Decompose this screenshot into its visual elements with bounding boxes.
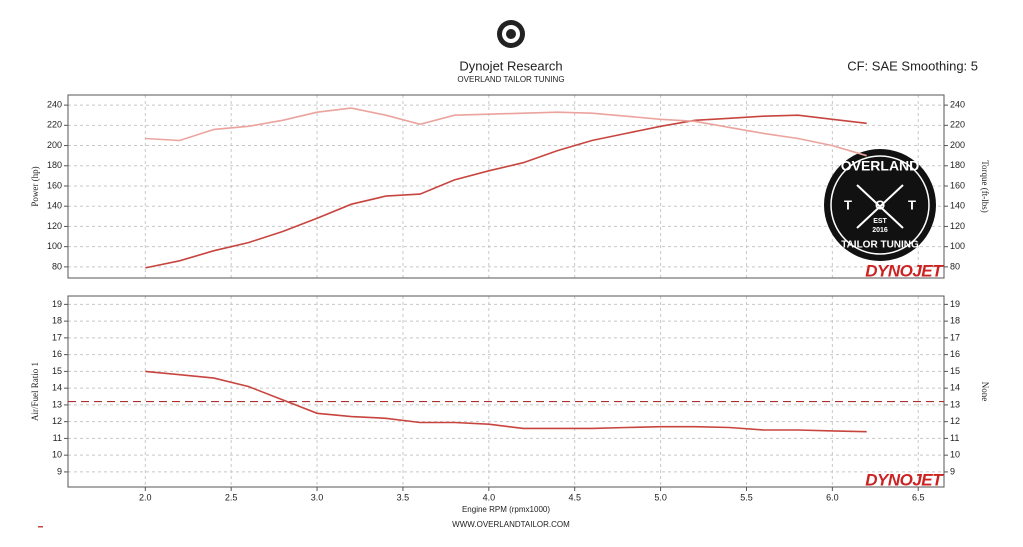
chart-subtitle: OVERLAND TAILOR TUNING	[457, 75, 564, 84]
y-tick-label: 15	[52, 366, 62, 376]
y2-tick-label: 160	[950, 180, 965, 190]
y2-tick-label: 80	[950, 261, 960, 271]
y2-tick-label: 220	[950, 120, 965, 130]
y2-tick-label: 12	[950, 416, 960, 426]
y-tick-label: 18	[52, 316, 62, 326]
x-tick-label: 2.5	[225, 492, 238, 502]
watermark: DYNOJET	[865, 470, 944, 489]
series-line	[145, 114, 867, 269]
logo-text: T	[908, 197, 916, 212]
series-line	[145, 370, 867, 433]
y-tick-label: 80	[52, 261, 62, 271]
y2-tick-label: 13	[950, 399, 960, 409]
y-tick-label: 120	[47, 221, 62, 231]
y2-tick-label: 200	[950, 140, 965, 150]
y-tick-label: 11	[53, 433, 62, 443]
series-line	[145, 107, 867, 157]
x-tick-label: 4.5	[568, 492, 581, 502]
y-axis-title: Power (hp)	[30, 166, 40, 206]
y2-tick-label: 120	[950, 221, 965, 231]
y2-tick-label: 17	[950, 332, 960, 342]
y-tick-label: 9	[57, 466, 62, 476]
y2-tick-label: 180	[950, 160, 965, 170]
emblem-core	[506, 29, 516, 39]
overland-logo: OVERLAND T O T EST 2016 TAILOR TUNING	[824, 149, 936, 261]
logo-text: OVERLAND	[841, 158, 920, 174]
y2-tick-label: 9	[950, 466, 955, 476]
x-tick-label: 2.0	[139, 492, 152, 502]
y2-tick-label: 19	[950, 299, 960, 309]
x-tick-label: 6.0	[826, 492, 839, 502]
y-tick-label: 17	[52, 332, 62, 342]
logo-text: T	[844, 197, 852, 212]
y-tick-label: 10	[52, 450, 62, 460]
logo-ring	[830, 155, 930, 255]
plot-frame	[67, 295, 945, 488]
y2-tick-label: 100	[950, 241, 965, 251]
y-tick-label: 13	[52, 399, 62, 409]
y2-axis-title: Torque (ft-lbs)	[980, 160, 990, 213]
plot-frame	[67, 94, 945, 279]
y-tick-label: 14	[52, 383, 62, 393]
y-tick-label: 140	[47, 201, 62, 211]
x-tick-label: 3.0	[311, 492, 324, 502]
x-tick-label: 5.5	[740, 492, 753, 502]
y-tick-label: 160	[47, 180, 62, 190]
y-tick-label: 100	[47, 241, 62, 251]
y-tick-label: 240	[47, 99, 62, 109]
x-axis-title: Engine RPM (rpmx1000)	[462, 505, 550, 514]
logo-text: 2016	[872, 227, 888, 234]
y2-tick-label: 10	[950, 450, 960, 460]
x-tick-label: 4.0	[483, 492, 496, 502]
logo-text: EST	[873, 218, 887, 225]
y2-tick-label: 14	[950, 383, 960, 393]
y-axis-title: Air/Fuel Ratio 1	[30, 362, 40, 421]
y2-tick-label: 240	[950, 99, 965, 109]
logo-cross	[856, 184, 904, 229]
logo-text: TAILOR TUNING	[841, 240, 919, 251]
y2-tick-label: 18	[950, 316, 960, 326]
y2-tick-label: 15	[950, 366, 960, 376]
plot-area	[68, 95, 944, 278]
correction-note: CF: SAE Smoothing: 5	[847, 58, 978, 73]
y-tick-label: 16	[52, 349, 62, 359]
y-tick-label: 19	[52, 299, 62, 309]
y2-tick-label: 11	[950, 433, 959, 443]
y2-axis-title: None	[980, 382, 990, 402]
x-tick-label: 3.5	[397, 492, 410, 502]
y-tick-label: 220	[47, 120, 62, 130]
logo-disc	[824, 149, 936, 261]
y-tick-label: 180	[47, 160, 62, 170]
chart-title: Dynojet Research	[459, 58, 562, 73]
x-tick-label: 5.0	[654, 492, 667, 502]
y-tick-label: 200	[47, 140, 62, 150]
x-tick-label: 6.5	[912, 492, 925, 502]
watermark: DYNOJET	[865, 261, 944, 280]
logo-text: O	[875, 197, 885, 212]
y2-tick-label: 16	[950, 349, 960, 359]
plot-area	[68, 296, 944, 487]
y2-tick-label: 140	[950, 201, 965, 211]
marker	[38, 526, 43, 528]
y-tick-label: 12	[52, 416, 62, 426]
footer: WWW.OVERLANDTAILOR.COM	[452, 520, 570, 529]
